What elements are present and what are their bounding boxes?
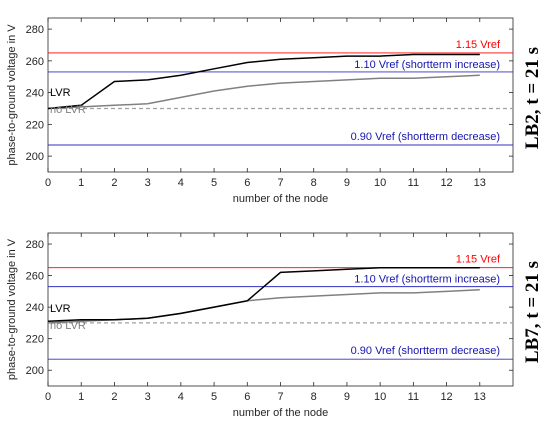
panel-side-label: LB2, t = 21 s — [522, 47, 543, 149]
series-label: LVR — [50, 87, 71, 99]
series-label: no LVR — [50, 104, 86, 116]
y-tick-label: 200 — [26, 151, 44, 163]
x-tick-label: 6 — [244, 391, 250, 403]
y-tick-label: 240 — [26, 302, 44, 314]
y-tick-label: 240 — [26, 88, 44, 100]
x-tick-label: 5 — [211, 177, 217, 189]
x-tick-label: 0 — [45, 177, 51, 189]
x-tick-label: 10 — [374, 391, 386, 403]
series-line-lvr — [47, 53, 480, 110]
x-tick-label: 12 — [440, 177, 452, 189]
y-tick-label: 220 — [26, 334, 44, 346]
x-tick-label: 4 — [178, 391, 184, 403]
x-tick-label: 1 — [78, 391, 84, 403]
reference-line-label: 1.10 Vref (shortterm increase) — [354, 59, 500, 71]
y-tick-label: 280 — [26, 24, 44, 36]
y-tick-label: 260 — [26, 56, 44, 68]
y-tick-label: 220 — [26, 119, 44, 131]
series-line-no-lvr — [47, 74, 480, 110]
reference-line-label: 1.10 Vref (shortterm increase) — [354, 274, 500, 286]
plot-area — [47, 17, 514, 173]
x-tick-label: 8 — [311, 391, 317, 403]
x-tick-label: 2 — [111, 177, 117, 189]
x-tick-label: 5 — [211, 391, 217, 403]
x-tick-label: 0 — [45, 391, 51, 403]
y-axis-label: phase-to-ground voltage in V — [6, 24, 18, 166]
x-tick-label: 7 — [277, 391, 283, 403]
x-tick-label: 12 — [440, 391, 452, 403]
y-tick-label: 260 — [26, 271, 44, 283]
x-tick-label: 10 — [374, 177, 386, 189]
x-tick-label: 2 — [111, 391, 117, 403]
x-tick-label: 4 — [178, 177, 184, 189]
x-tick-label: 3 — [145, 391, 151, 403]
y-axis-label: phase-to-ground voltage in V — [6, 238, 18, 380]
x-tick-label: 13 — [474, 177, 486, 189]
x-axis-label: number of the node — [233, 193, 328, 205]
x-tick-label: 11 — [408, 391, 419, 403]
panel-side-label: LB7, t = 21 s — [522, 261, 543, 363]
reference-line-label: 1.15 Vref — [456, 254, 501, 266]
x-tick-label: 11 — [408, 177, 419, 189]
x-tick-label: 6 — [244, 177, 250, 189]
chart-panel-2: 1.15 Vref 1.10 Vref (shortterm increase) 0… — [6, 232, 543, 419]
x-tick-label: 3 — [145, 177, 151, 189]
series-line-lvr — [47, 266, 480, 323]
x-axis-label: number of the node — [233, 407, 328, 419]
series-label: LVR — [50, 303, 71, 315]
reference-line-label: 0.90 Vref (shortterm decrease) — [351, 131, 500, 143]
reference-line-label: 1.15 Vref — [456, 39, 501, 51]
chart-panel-1: 1.15 Vref 1.10 Vref (shortterm increase) 0… — [6, 17, 543, 205]
y-tick-label: 200 — [26, 365, 44, 377]
x-tick-label: 13 — [474, 391, 486, 403]
y-tick-label: 280 — [26, 239, 44, 251]
x-tick-label: 9 — [344, 177, 350, 189]
x-tick-label: 1 — [78, 177, 84, 189]
plot-area — [47, 232, 514, 387]
x-tick-label: 8 — [311, 177, 317, 189]
x-tick-label: 9 — [344, 391, 350, 403]
x-tick-label: 7 — [277, 177, 283, 189]
reference-line-label: 0.90 Vref (shortterm decrease) — [351, 345, 500, 357]
series-label: no LVR — [50, 320, 86, 332]
